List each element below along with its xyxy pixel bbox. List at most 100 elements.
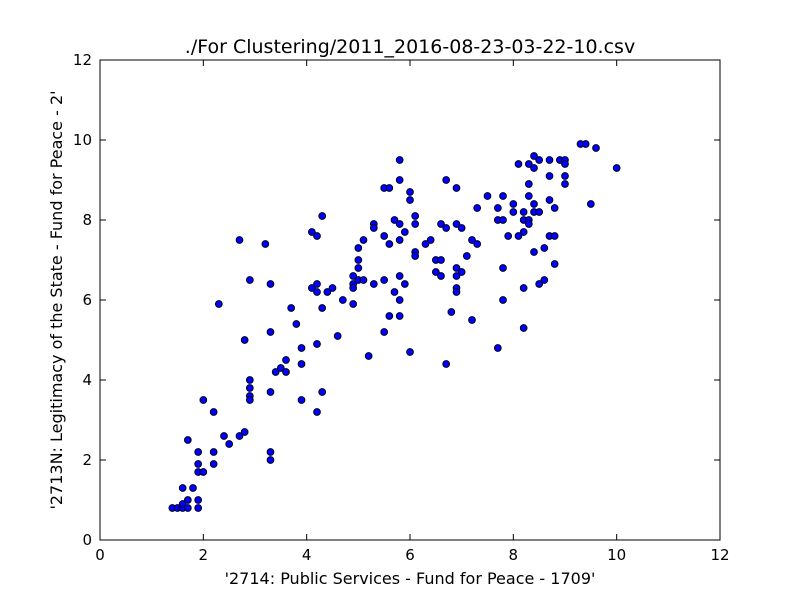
- scatter-point: [499, 216, 507, 224]
- scatter-point: [369, 280, 378, 288]
- y-tick-label: 0: [82, 531, 92, 549]
- scatter-point: [385, 184, 394, 192]
- scatter-point: [519, 228, 528, 236]
- scatter-point: [483, 192, 492, 200]
- scatter-point: [297, 344, 306, 352]
- scatter-point: [194, 504, 203, 512]
- scatter-point: [313, 408, 321, 416]
- ticks-layer: 0 2 4 6 8 10 12 0 2 4 6 8 10 12: [73, 51, 730, 564]
- scatter-point: [235, 236, 244, 244]
- scatter-point: [194, 460, 203, 468]
- scatter-point: [245, 384, 254, 392]
- scatter-point: [535, 280, 544, 288]
- x-tick-label: 0: [95, 546, 105, 564]
- scatter-point: [328, 284, 337, 292]
- scatter-point: [421, 240, 430, 248]
- scatter-point: [442, 224, 451, 232]
- scatter-point: [318, 304, 327, 312]
- scatter-point: [400, 228, 409, 236]
- scatter-point: [514, 160, 523, 168]
- scatter-point: [550, 260, 559, 268]
- scatter-point: [524, 220, 533, 228]
- plot-frame: [99, 59, 721, 541]
- y-tick-label: 2: [82, 451, 92, 469]
- scatter-point: [292, 320, 301, 328]
- scatter-point: [504, 232, 513, 240]
- scatter-point: [493, 204, 502, 212]
- scatter-point: [426, 236, 435, 244]
- x-tick-label: 12: [710, 546, 729, 564]
- x-axis-label: '2714: Public Services - Fund for Peace …: [225, 569, 596, 588]
- scatter-point: [462, 252, 471, 260]
- scatter-point: [354, 264, 363, 272]
- scatter-point: [437, 272, 445, 280]
- scatter-point: [395, 272, 404, 280]
- scatter-point: [530, 200, 538, 208]
- scatter-point: [395, 156, 404, 164]
- scatter-point: [452, 264, 461, 272]
- scatter-point: [493, 344, 502, 352]
- scatter-point: [359, 236, 368, 244]
- scatter-point: [245, 396, 254, 404]
- scatter-point: [199, 468, 208, 476]
- scatter-point: [519, 284, 528, 292]
- scatter-point: [411, 220, 420, 228]
- scatter-point: [524, 192, 533, 200]
- scatter-point: [519, 324, 528, 332]
- scatter-point: [380, 328, 389, 336]
- scatter-point: [313, 280, 321, 288]
- scatter-point: [447, 308, 456, 316]
- scatter-point: [468, 236, 476, 244]
- scatter-point: [473, 240, 482, 248]
- scatter-point: [194, 448, 203, 456]
- scatter-point: [364, 352, 373, 360]
- scatter-point: [395, 296, 404, 304]
- scatter-point: [333, 332, 342, 340]
- scatter-point: [499, 264, 507, 272]
- scatter-point: [307, 284, 316, 292]
- scatter-point: [225, 440, 234, 448]
- scatter-point: [390, 216, 399, 224]
- scatter-point: [437, 256, 445, 264]
- scatter-point: [545, 196, 554, 204]
- scatter-point: [442, 360, 451, 368]
- scatter-point: [406, 188, 414, 196]
- scatter-point: [318, 388, 327, 396]
- scatter-point: [214, 300, 223, 308]
- scatter-point: [395, 176, 404, 184]
- scatter-point: [349, 272, 358, 280]
- scatter-point: [545, 172, 554, 180]
- scatter-point: [318, 212, 327, 220]
- scatter-point: [183, 504, 192, 512]
- x-tick-label: 4: [302, 546, 312, 564]
- scatter-point: [411, 212, 420, 220]
- scatter-point: [287, 304, 296, 312]
- scatter-point: [592, 144, 600, 152]
- scatter-point: [282, 356, 290, 364]
- scatter-point: [550, 232, 559, 240]
- scatter-point: [183, 496, 192, 504]
- scatter-point: [442, 176, 451, 184]
- scatter-point: [411, 252, 420, 260]
- scatter-point: [530, 248, 538, 256]
- scatter-point: [530, 164, 538, 172]
- scatter-point: [400, 280, 409, 288]
- y-axis-label: '2713N: Legitimacy of the State - Fund f…: [47, 90, 66, 509]
- scatter-point: [178, 500, 187, 508]
- scatter-point: [499, 296, 507, 304]
- scatter-point: [586, 200, 595, 208]
- scatter-point: [199, 396, 208, 404]
- scatter-point: [395, 236, 404, 244]
- scatter-point: [452, 272, 461, 280]
- scatter-point: [468, 316, 476, 324]
- x-tick-label: 8: [509, 546, 519, 564]
- scatter-point: [406, 196, 414, 204]
- scatter-point: [509, 200, 518, 208]
- scatter-point: [209, 448, 218, 456]
- scatter-point: [514, 232, 523, 240]
- scatter-point: [240, 336, 249, 344]
- scatter-point: [431, 268, 440, 276]
- scatter-point: [209, 408, 218, 416]
- scatter-point: [380, 232, 389, 240]
- scatter-point: [457, 268, 466, 276]
